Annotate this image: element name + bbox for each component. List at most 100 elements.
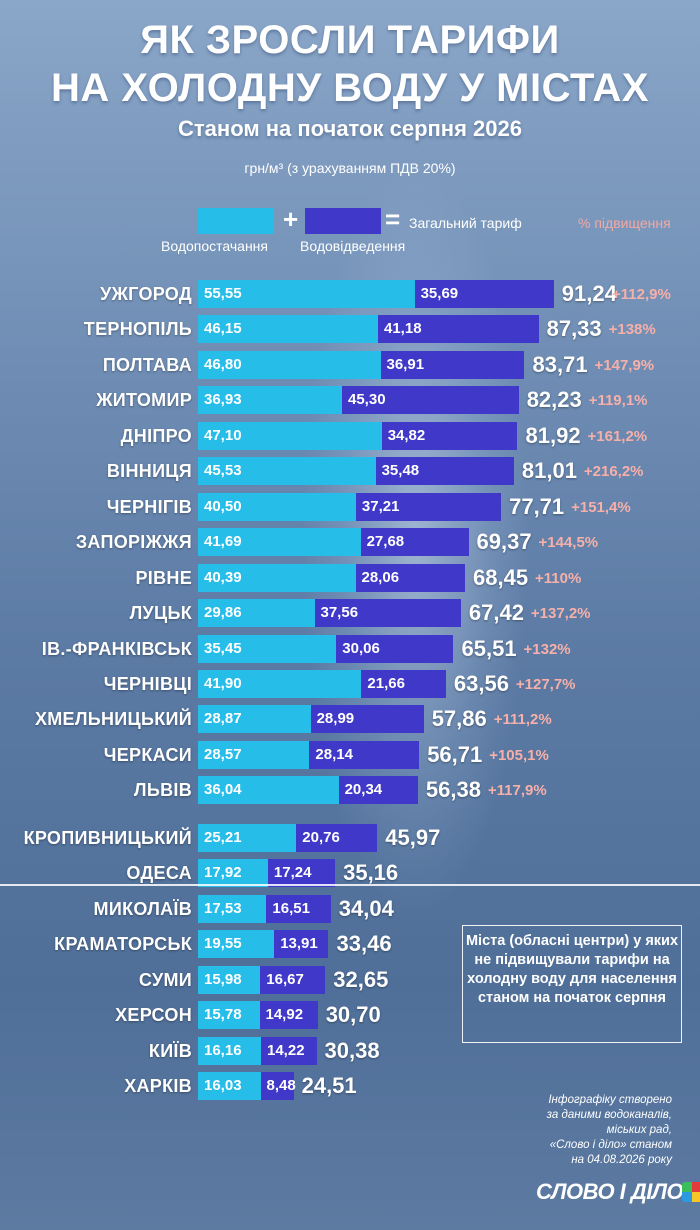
supply-bar: 46,80 (198, 350, 381, 379)
increase-percent: +127,7% (515, 676, 576, 693)
total-value: 67,42 (468, 600, 524, 625)
drainage-value: 27,68 (366, 533, 405, 551)
supply-value: 16,03 (204, 1076, 242, 1094)
chart-row: ПОЛТАВА 46,80 36,91 83,71 +147,9% (0, 350, 700, 381)
drainage-value: 35,48 (381, 462, 420, 480)
drainage-bar: 27,68 (360, 528, 469, 557)
chart-row: РІВНЕ 40,39 28,06 68,45 +110% (0, 563, 700, 594)
city-label: РІВНЕ (135, 567, 192, 588)
supply-bar: 17,92 (198, 859, 268, 888)
title-line-1: ЯК ЗРОСЛИ ТАРИФИ (140, 18, 560, 62)
total-value: 34,04 (338, 895, 394, 921)
drainage-value: 14,92 (265, 1006, 304, 1023)
increase-percent: +161,2% (587, 427, 648, 445)
supply-bar: 17,53 (198, 894, 267, 923)
total-value: 81,92 (525, 422, 581, 448)
increase-percent: +137,2% (530, 605, 591, 622)
total-value: 63,56 (453, 671, 509, 696)
supply-value: 36,93 (204, 391, 242, 409)
city-label: ХМЕЛЬНИЦЬКИЙ (34, 709, 192, 730)
drainage-bar: 13,91 (274, 930, 329, 959)
drainage-value: 28,99 (316, 710, 355, 728)
chart-row: ХМЕЛЬНИЦЬКИЙ 28,87 28,99 57,86 +111,2% (0, 705, 700, 735)
city-label: ТЕРНОПІЛЬ (83, 319, 192, 340)
supply-value: 41,90 (204, 675, 242, 692)
drainage-bar: 41,18 (378, 315, 539, 344)
supply-value: 17,53 (204, 899, 242, 917)
total-value: 35,16 (343, 860, 399, 886)
city-label: ЛЬВІВ (133, 780, 192, 801)
increase-percent: +110% (535, 569, 582, 587)
source-note: Інфографіку створено за даними водоканал… (520, 1093, 672, 1168)
chart-row: ВІННИЦЯ 45,53 35,48 81,01 +216,2% (0, 457, 700, 487)
total-value: 69,37 (476, 529, 532, 555)
drainage-value: 37,21 (361, 497, 400, 515)
supply-value: 16,16 (204, 1041, 242, 1059)
total-value: 68,45 (473, 564, 529, 590)
chart-row: ЛЬВІВ 36,04 20,34 56,38 +117,9% (0, 776, 700, 806)
logo-square-icon (682, 1182, 700, 1202)
chart-row: МИКОЛАЇВ 17,53 16,51 34,04 (0, 894, 700, 925)
supply-value: 35,45 (204, 639, 242, 657)
drainage-bar: 28,14 (309, 740, 420, 769)
total-value: 32,65 (333, 966, 389, 992)
supply-value: 45,53 (204, 462, 242, 480)
chart-row: ОДЕСА 17,92 17,24 35,16 (0, 859, 700, 889)
chart-row: ІВ.-ФРАНКІВСЬК 35,45 30,06 65,51 +132% (0, 634, 700, 665)
supply-value: 46,15 (204, 320, 242, 338)
source-line: міських рад, (606, 1124, 672, 1136)
increase-percent: +144,5% (538, 534, 599, 552)
drainage-bar: 35,69 (414, 280, 554, 308)
chart-row: ТЕРНОПІЛЬ 46,15 41,18 87,33 +138% (0, 315, 700, 345)
city-label: ХАРКІВ (124, 1075, 192, 1096)
supply-bar: 41,69 (198, 528, 361, 557)
chart-row: ЧЕРНІГІВ 40,50 37,21 77,71 +151,4% (0, 492, 700, 523)
increase-percent: +117,9% (487, 782, 547, 800)
drainage-value: 28,06 (361, 568, 400, 586)
note-text: Міста (обласні центри) у яких не підвищу… (465, 933, 679, 1006)
source-line: «Слово і діло» станом (549, 1139, 672, 1151)
supply-value: 28,57 (204, 745, 242, 763)
drainage-value: 20,34 (344, 781, 383, 799)
supply-bar: 40,39 (198, 563, 356, 592)
drainage-bar: 16,67 (260, 965, 326, 994)
increase-percent: +112,9% (612, 286, 671, 303)
supply-value: 40,39 (204, 568, 242, 586)
increase-percent: +151,4% (571, 498, 631, 516)
drainage-value: 16,67 (266, 970, 304, 988)
city-label: ЖИТОМИР (96, 390, 192, 411)
total-value: 30,38 (324, 1037, 380, 1063)
city-label: МИКОЛАЇВ (93, 898, 192, 919)
increase-percent: +138% (608, 321, 656, 339)
supply-bar: 40,50 (198, 492, 356, 521)
supply-bar: 36,93 (198, 386, 342, 415)
supply-value: 15,78 (204, 1006, 242, 1023)
supply-value: 36,04 (204, 781, 242, 799)
supply-value: 47,10 (204, 426, 242, 444)
supply-value: 40,50 (204, 497, 242, 515)
drainage-bar: 28,99 (310, 705, 424, 734)
drainage-value: 35,69 (420, 285, 459, 302)
legend-supply-swatch (198, 208, 274, 234)
drainage-bar: 35,48 (375, 457, 514, 486)
source-line: на 04.08.2026 року (571, 1154, 672, 1166)
city-label: КРАМАТОРСЬК (54, 934, 192, 955)
chart-row: ЛУЦЬК 29,86 37,56 67,42 +137,2% (0, 599, 700, 629)
supply-bar: 41,90 (198, 670, 362, 698)
city-label: КРОПИВНИЦЬКИЙ (23, 827, 192, 848)
unit-label: грн/м³ (з урахуванням ПДВ 20%) (244, 160, 456, 176)
increase-percent: +119,1% (588, 392, 648, 410)
drainage-value: 37,56 (320, 604, 359, 621)
supply-bar: 19,55 (198, 930, 275, 959)
supply-bar: 15,78 (198, 1001, 260, 1029)
chart-row: ЖИТОМИР 36,93 45,30 82,23 +119,1% (0, 386, 700, 416)
increase-percent: +147,9% (594, 356, 655, 374)
city-label: ЗАПОРІЖЖЯ (75, 532, 192, 553)
legend-drainage-label: Водовідведення (300, 238, 406, 254)
legend-increase-label: % підвищення (578, 215, 671, 231)
chart-row: ЗАПОРІЖЖЯ 41,69 27,68 69,37 +144,5% (0, 528, 700, 558)
drainage-value: 17,24 (273, 864, 312, 882)
total-value: 87,33 (546, 316, 602, 342)
supply-value: 17,92 (204, 864, 242, 882)
total-value: 81,01 (521, 458, 577, 484)
